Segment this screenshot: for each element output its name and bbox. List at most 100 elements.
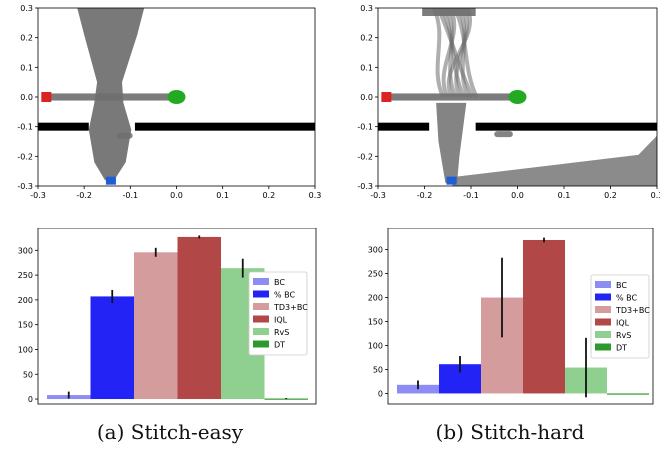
plot-area [38,8,315,185]
legend-label: BC [274,278,285,287]
y-tick-label: 0.3 [360,4,373,13]
legend-swatch [595,318,611,326]
legend-label: TD3+BC [273,303,308,312]
legend-swatch [595,293,611,301]
axes-frame [387,227,654,405]
y-tick-label: 250 [368,270,383,279]
legend-swatch [253,340,269,348]
x-tick-label: -0.3 [30,191,46,200]
x-tick-label: -0.2 [76,191,92,200]
y-tick-label: -0.3 [357,182,373,191]
legend-swatch [595,306,611,313]
goal-marker [167,90,186,104]
red-marker [381,92,392,102]
y-tick-label: 0.2 [20,34,33,43]
maze-plot-easy-svg: -0.3 -0.2 -0.1 0.0 0.1 0.2 0.3 0.3 0.2 0.1 0.0 -0.1… [17,4,322,200]
legend-swatch [253,290,269,298]
trajectory-horizontal [387,93,520,101]
x-tick-label: 0.2 [604,191,617,200]
legend-label: DT [616,344,627,353]
bar [523,239,565,394]
red-marker [41,92,52,102]
x-tick-label: -0.1 [123,191,139,200]
legend-label: IQL [274,316,288,325]
y-tick-label: 0.3 [20,4,33,13]
legend-label: % BC [274,291,295,300]
trajectory-descent [436,102,467,184]
bar [134,252,178,400]
legend-swatch [595,281,611,288]
maze-plot-stitch-hard: -0.3 -0.2 -0.1 0.0 0.1 0.2 0.3 0.3 0.2 0.1 0.0 -0.1… [340,0,660,205]
x-tick-label: 0.1 [216,191,229,200]
y-tick-label: -0.2 [357,152,373,161]
bar-chart-hard-svg: 0 50 100 150 200 250 300 BC % BC TD3+BC IQL RvS DT [368,227,654,405]
bar-chart-easy-svg: 0 50 100 150 200 250 300 BC % BC TD3+BC IQL RvS DT [18,227,317,405]
legend-label: RvS [274,328,289,337]
wall-right [134,122,315,131]
legend-swatch [253,278,269,285]
legend-swatch [253,315,269,323]
wall-left [38,122,89,131]
y-tick-label: 100 [18,345,33,354]
trajectory-stub [116,132,133,139]
start-marker [446,176,457,185]
legend-swatch [595,343,611,351]
legend-label: DT [274,341,285,350]
x-tick-label: -0.2 [417,191,433,200]
y-tick-label: 0.1 [20,63,33,72]
y-tick-label: -0.1 [357,123,373,132]
x-tick-label: 0.0 [170,191,183,200]
maze-plot-stitch-easy: -0.3 -0.2 -0.1 0.0 0.1 0.2 0.3 0.3 0.2 0.1 0.0 -0.1… [0,0,330,205]
legend-swatch [253,303,269,310]
trajectory-right-sweep [452,135,657,186]
bar [177,236,221,400]
y-tick-label: 0.2 [360,34,373,43]
y-tick-label: 200 [18,296,33,305]
y-tick-label: 0 [28,395,33,404]
goal-marker [508,90,527,104]
y-tick-label: 50 [373,365,383,374]
caption-stitch-easy: (a) Stitch-easy [96,420,244,444]
y-tick-label: 250 [18,271,33,280]
legend-label: IQL [616,319,630,328]
bar-chart-stitch-easy: 0 50 100 150 200 250 300 BC % BC TD3+BC IQL RvS DT [0,227,330,408]
legend-swatch [253,328,269,335]
legend-label: % BC [616,294,637,303]
trajectory-top [422,8,476,16]
trajectory-horizontal [47,93,179,101]
y-tick-label: 50 [23,370,33,379]
y-tick-label: 0.0 [20,93,33,102]
y-tick-label: 150 [368,318,383,327]
y-tick-label: 100 [368,341,383,350]
y-tick-label: 300 [18,246,33,255]
x-tick-label: 0.2 [262,191,275,200]
legend: BC % BC TD3+BC IQL RvS DT [590,274,650,359]
y-tick-label: -0.1 [17,123,33,132]
bar [264,398,308,400]
y-tick-label: 300 [368,246,383,255]
y-tick-label: 0.0 [360,93,373,102]
legend: BC % BC TD3+BC IQL RvS DT [248,271,308,356]
legend-label: TD3+BC [615,306,650,315]
bar [90,296,134,400]
axes-frame [37,227,317,405]
plot-area [378,8,657,186]
wall-right [475,122,657,131]
legend-swatch [595,331,611,338]
legend-label: RvS [616,331,631,340]
x-tick-label: 0.3 [309,191,322,200]
y-tick-label: 150 [18,321,33,330]
bar-chart-stitch-hard: 0 50 100 150 200 250 300 BC % BC TD3+BC IQL RvS DT [350,227,660,408]
y-tick-label: 200 [368,294,383,303]
y-tick-label: 0 [378,389,383,398]
legend-label: BC [616,281,627,290]
bar [607,393,649,395]
y-tick-label: -0.2 [17,152,33,161]
x-tick-label: 0.1 [558,191,571,200]
x-tick-label: -0.1 [463,191,479,200]
x-tick-label: -0.3 [370,191,386,200]
maze-plot-hard-svg: -0.3 -0.2 -0.1 0.0 0.1 0.2 0.3 0.3 0.2 0.1 0.0 -0.1… [357,4,660,200]
y-tick-label: -0.3 [17,182,33,191]
caption-stitch-hard: (b) Stitch-hard [435,420,585,444]
x-tick-label: 0.3 [651,191,660,200]
